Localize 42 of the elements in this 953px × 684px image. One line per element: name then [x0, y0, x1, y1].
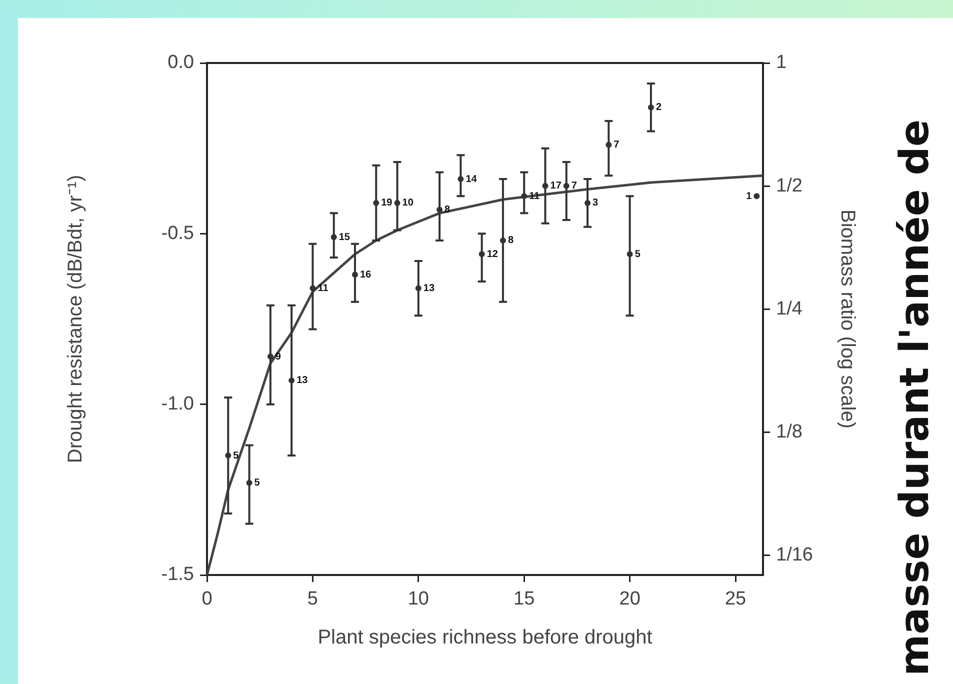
- annotation: 1: [746, 190, 752, 202]
- annotation: 5: [233, 450, 240, 462]
- annotation: 14: [466, 174, 478, 185]
- y-tick-label: -0.5: [161, 222, 194, 244]
- x-tick-label: 5: [307, 588, 318, 610]
- y2-tick-label: 1: [776, 52, 787, 74]
- annotation: 12: [486, 248, 498, 260]
- annotation: 13: [423, 283, 435, 294]
- point: [754, 193, 760, 200]
- annotation: 8: [444, 204, 451, 216]
- annotation: 11: [318, 283, 329, 294]
- annotation: 7: [614, 140, 620, 151]
- x-tick-label: 0: [202, 588, 212, 610]
- annotation: 13: [296, 375, 308, 386]
- y-tick-label: 0.0: [168, 52, 194, 74]
- x-tick-label: 20: [619, 588, 640, 610]
- annotation: 11: [529, 190, 540, 202]
- y2-tick-label: 1/16: [776, 544, 813, 566]
- y2-axis-title: Biomass ratio (log scale): [836, 210, 858, 428]
- annotation: 16: [360, 269, 372, 280]
- annotation: 17: [550, 180, 562, 192]
- x-tick-label: 10: [408, 588, 429, 610]
- y-tick-label: -1.5: [161, 564, 194, 586]
- y2-tick-label: 1/2: [776, 175, 802, 196]
- annotation: 9: [275, 351, 282, 362]
- annotation: 8: [508, 235, 514, 246]
- annotation: 2: [656, 102, 662, 114]
- y-axis-title: Drought resistance (dB/Bdt, yr⁻¹): [64, 174, 87, 464]
- x-tick-label: 15: [514, 588, 535, 610]
- text: masse durant l'année de: [892, 119, 938, 676]
- y2-tick-label: 1/8: [776, 422, 802, 443]
- annotation: 19: [381, 198, 393, 209]
- y-tick-label: -1.0: [161, 394, 194, 415]
- x-axis-title: Plant species richness before drought: [318, 626, 653, 649]
- annotation: 5: [634, 248, 641, 260]
- annotation: 15: [338, 232, 350, 243]
- x-tick-label: 25: [724, 588, 746, 610]
- y2-tick-label: 1/4: [776, 298, 803, 320]
- annotation: 10: [402, 198, 414, 209]
- annotation: 3: [592, 198, 599, 209]
- annotation: 5: [254, 478, 260, 489]
- annotation: 7: [571, 180, 578, 192]
